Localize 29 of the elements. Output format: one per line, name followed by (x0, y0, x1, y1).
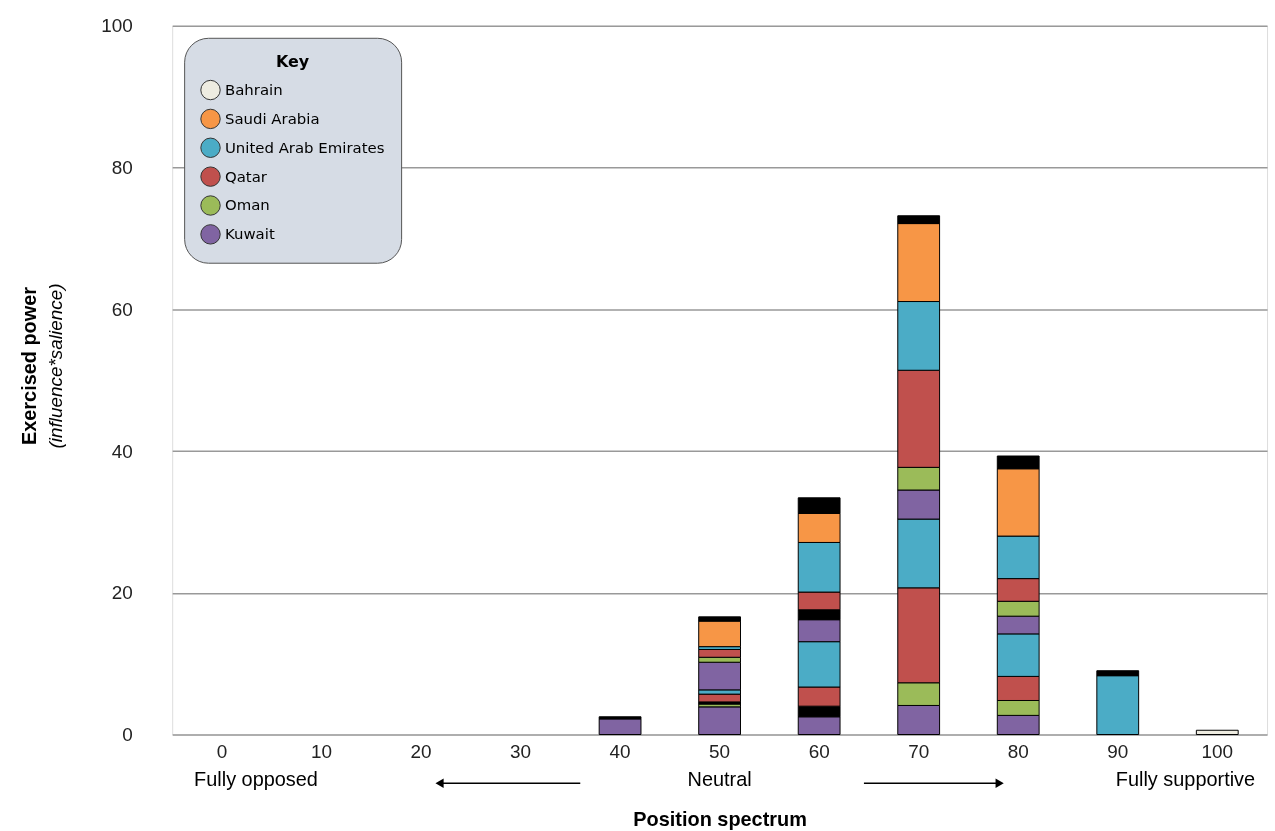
x-tick-label: 90 (1107, 740, 1129, 762)
legend-label: Oman (224, 196, 270, 215)
y-tick-label: 20 (111, 582, 133, 604)
legend-label: Kuwait (224, 225, 275, 244)
x-tick-label: 50 (709, 740, 731, 762)
x-tick-label: 80 (1007, 740, 1029, 762)
x-tick-label: 0 (216, 740, 228, 762)
x-tick-label: 20 (410, 740, 432, 762)
text: Fully supportive (1115, 768, 1256, 791)
text: Neutral (687, 768, 752, 791)
legend-label: Saudi Arabia (224, 109, 320, 128)
y-tick-label: 60 (111, 298, 133, 320)
legend-label: United Arab Emirates (224, 138, 385, 157)
x-tick-label: 10 (310, 740, 332, 762)
x-axis-title: Position spectrum (633, 807, 807, 830)
x-tick-label: 30 (510, 740, 532, 762)
x-tick-label: 60 (808, 740, 830, 762)
y-tick-label: 40 (111, 440, 133, 462)
y-tick-label: 100 (101, 15, 133, 37)
y-tick-label: 80 (111, 157, 133, 179)
y-axis-title: Exercised power (influence*salience) (17, 283, 66, 449)
x-tick-label: 70 (908, 740, 930, 762)
text: Fully opposed (194, 768, 318, 791)
legend-label: Qatar (224, 167, 268, 186)
y-tick-label: 0 (122, 723, 133, 745)
legend-label: Bahrain (224, 81, 283, 100)
x-tick-label: 40 (609, 740, 631, 762)
x-tick-label: 100 (1201, 740, 1234, 762)
legend-title: Key (276, 51, 310, 71)
